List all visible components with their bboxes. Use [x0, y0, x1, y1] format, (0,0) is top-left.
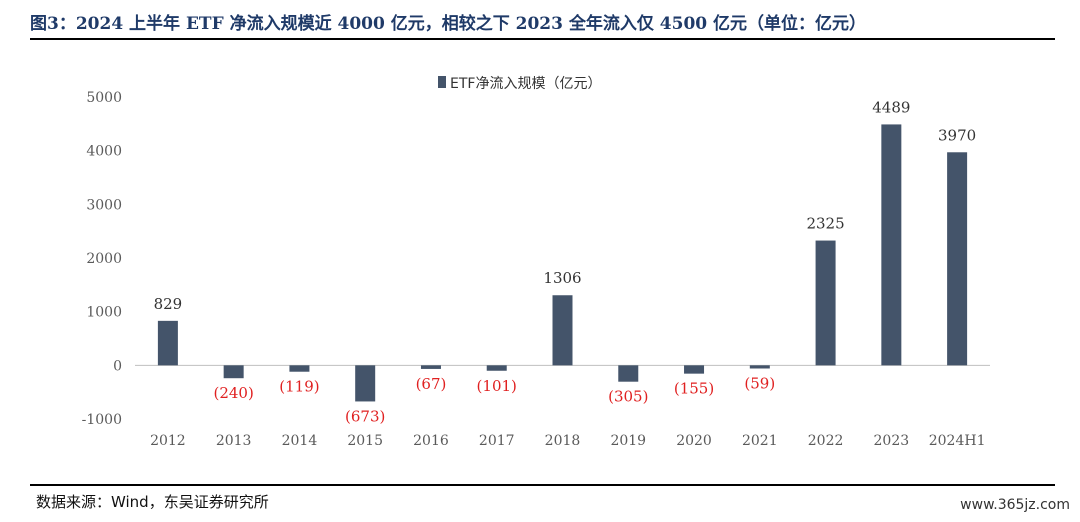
x-tick-label: 2013: [216, 433, 252, 449]
bar-2024H1: [947, 152, 968, 366]
bar-2015: [355, 365, 376, 402]
bar-2018: [552, 295, 573, 366]
bar-2016: [420, 365, 441, 369]
footer-divider: [30, 484, 1055, 486]
bar-2022: [815, 240, 836, 366]
legend-swatch: [438, 76, 446, 88]
bar-2014: [289, 365, 310, 372]
legend-label: ETF净流入规模（亿元）: [450, 76, 601, 92]
data-label-2021: (59): [744, 374, 775, 392]
data-label-2018: 1306: [543, 269, 581, 287]
y-tick-label: -1000: [82, 412, 122, 428]
x-tick-label: 2014: [282, 433, 318, 449]
x-tick-label: 2018: [545, 433, 581, 449]
source-note: 数据来源：Wind，东吴证券研究所: [36, 493, 269, 511]
x-tick-label: 2015: [347, 433, 383, 449]
data-label-2023: 4489: [872, 98, 910, 116]
title-divider: [30, 38, 1055, 40]
x-tick-label: 2024H1: [929, 433, 986, 449]
x-tick-label: 2012: [150, 433, 186, 449]
x-tick-label: 2016: [413, 433, 449, 449]
y-axis: -1000 0 1000 2000 3000 4000 5000: [82, 90, 122, 428]
data-label-2019: (305): [608, 388, 648, 406]
y-tick-label: 5000: [86, 90, 122, 106]
x-tick-label: 2020: [676, 433, 712, 449]
data-label-2013: (240): [213, 384, 253, 402]
data-label-2020: (155): [674, 380, 714, 398]
data-label-2022: 2325: [806, 215, 844, 233]
data-label-2024H1: 3970: [938, 126, 976, 144]
x-tick-label: 2021: [742, 433, 778, 449]
y-tick-label: 3000: [86, 197, 122, 213]
y-tick-label: 2000: [86, 251, 122, 267]
data-label-2015: (673): [345, 407, 385, 425]
data-label-2017: (101): [477, 377, 517, 395]
y-tick-label: 1000: [86, 305, 122, 321]
x-tick-label: 2017: [479, 433, 515, 449]
bar-2023: [881, 124, 902, 366]
bar-2012: [157, 320, 178, 366]
bar-2021: [749, 365, 770, 369]
data-label-2016: (67): [416, 375, 447, 393]
x-tick-label: 2023: [874, 433, 910, 449]
x-tick-label: 2022: [808, 433, 844, 449]
bar-2013: [223, 365, 244, 379]
data-label-2012: 829: [154, 295, 183, 313]
data-label-2014: (119): [279, 378, 319, 396]
y-tick-label: 4000: [86, 144, 122, 160]
bar-2017: [486, 365, 507, 371]
data-labels: 829 (240) (119) (673) (67) (101) 1306 (305) (155…: [154, 98, 977, 425]
legend: ETF净流入规模（亿元）: [438, 76, 601, 92]
x-tick-label: 2019: [610, 433, 646, 449]
bar-2019: [618, 365, 639, 382]
watermark-url: www.365jz.com: [960, 497, 1070, 513]
bar-chart: ETF净流入规模（亿元） -1000010002000300040005000 …: [82, 76, 990, 449]
bars: [157, 124, 968, 402]
y-tick-label: 0: [113, 358, 122, 374]
figure-title: 图3：2024 上半年 ETF 净流入规模近 4000 亿元，相较之下 2023…: [30, 14, 867, 34]
bar-2020: [684, 365, 705, 374]
x-axis: 2012 2013 2014 2015 2016 2017 2018 2019 2020 2021…: [150, 433, 985, 449]
